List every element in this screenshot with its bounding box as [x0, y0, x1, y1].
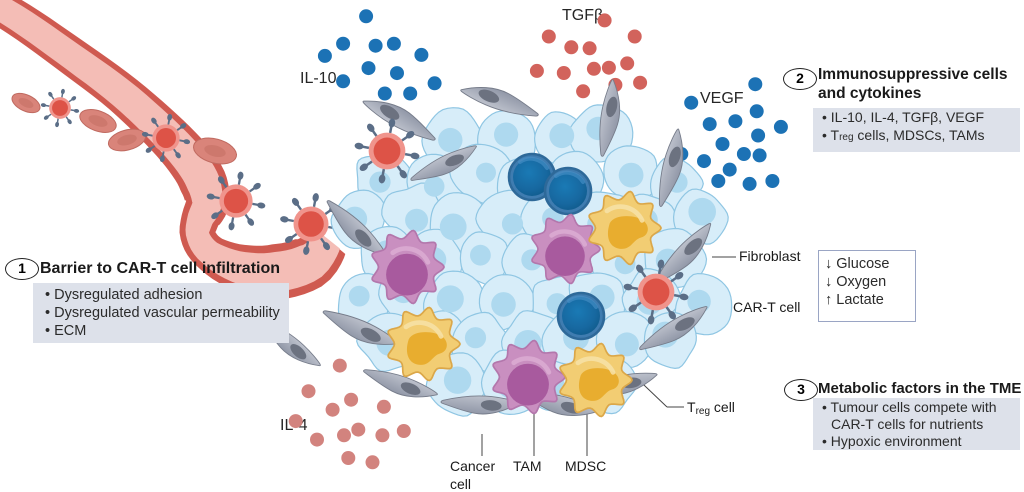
svg-text:cell: cell: [450, 476, 471, 492]
svg-text:TAM: TAM: [513, 458, 542, 474]
svg-text:VEGF: VEGF: [700, 90, 744, 107]
svg-text:TGFβ: TGFβ: [562, 7, 603, 24]
svg-text:Fibroblast: Fibroblast: [739, 248, 801, 264]
svg-text:Cancer: Cancer: [450, 458, 495, 474]
svg-text:MDSC: MDSC: [565, 458, 606, 474]
svg-text:IL-10: IL-10: [300, 70, 337, 87]
svg-text:Treg cell: Treg cell: [687, 399, 735, 417]
svg-text:CAR-T cell: CAR-T cell: [733, 299, 800, 315]
